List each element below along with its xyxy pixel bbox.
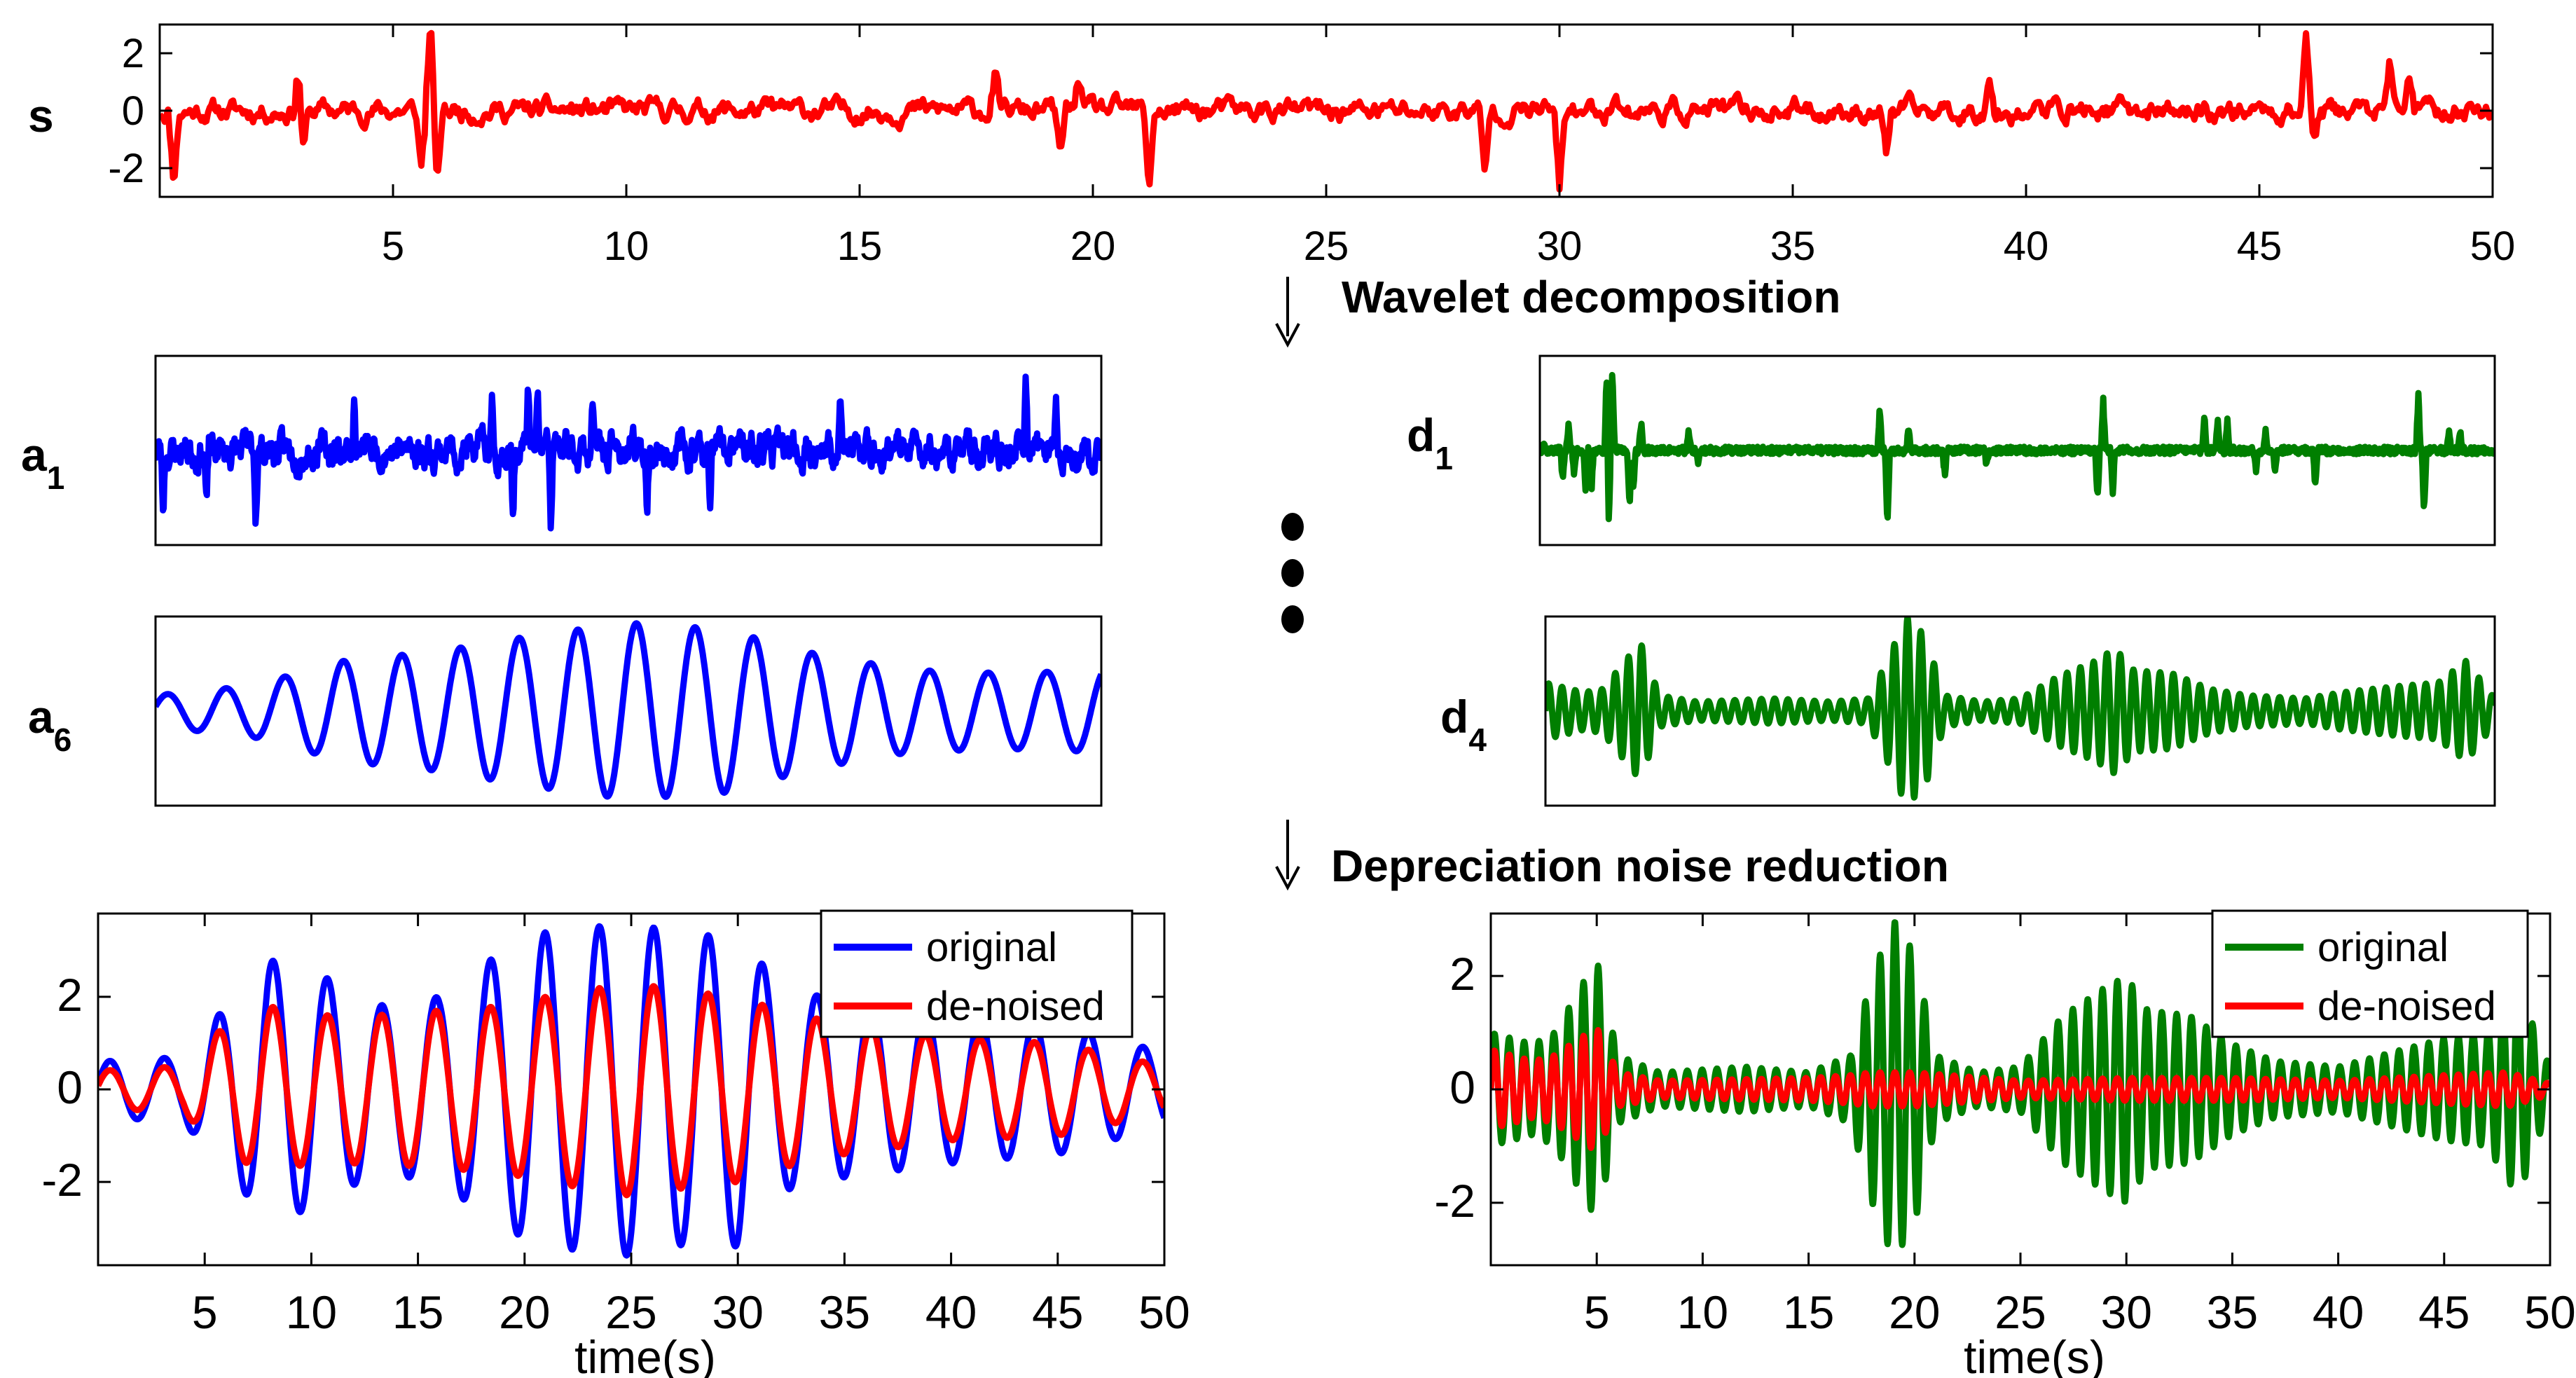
x-tick-label: 25 xyxy=(1304,223,1349,269)
legend-entry-label: original xyxy=(926,925,1057,970)
legend-box xyxy=(820,909,1134,1038)
noise-reduction-label: Depreciation noise reduction xyxy=(1331,841,1949,891)
x-axis-label: time(s) xyxy=(574,1331,716,1378)
legend-entry-label: original xyxy=(2317,925,2448,970)
ellipsis-dots xyxy=(1281,513,1304,633)
x-tick-label: 5 xyxy=(382,223,404,269)
series-line-a6-a6 xyxy=(156,620,1101,800)
y-tick-label: 0 xyxy=(1449,1061,1475,1113)
x-tick-label: 30 xyxy=(1537,223,1583,269)
x-tick-label: 10 xyxy=(286,1286,337,1338)
x-tick-label: 20 xyxy=(499,1286,550,1338)
x-tick-label: 45 xyxy=(2237,223,2282,269)
x-tick-label: 40 xyxy=(2313,1286,2364,1338)
arrow-head-icon xyxy=(1275,323,1300,348)
panel-label-s: s xyxy=(28,90,54,142)
x-tick-label: 25 xyxy=(605,1286,656,1338)
chart-a1: a1 xyxy=(21,354,1103,546)
x-tick-label: 40 xyxy=(2004,223,2049,269)
axes-box xyxy=(1544,615,2496,807)
x-tick-label: 35 xyxy=(1770,223,1816,269)
chart-d1: d1 xyxy=(1407,354,2496,546)
series-line-a1-a1 xyxy=(156,373,1101,532)
y-tick-label: 0 xyxy=(122,88,144,134)
series-line-d1-d1 xyxy=(1540,371,2495,523)
panel-label-a1: a1 xyxy=(21,429,64,496)
axes-box xyxy=(154,354,1103,546)
x-tick-label: 35 xyxy=(819,1286,870,1338)
axes-box xyxy=(154,615,1103,807)
chart-dn_low: 5 10 15 20 25 30 35 40 45 50 -2 0 2 time(s) original de… xyxy=(41,909,1190,1378)
y-tick-label: 2 xyxy=(1449,948,1475,1000)
y-tick-label: -2 xyxy=(108,146,144,191)
dot-icon xyxy=(1281,559,1304,587)
y-tick-label: 2 xyxy=(57,969,83,1021)
chart-s: 5 10 15 20 25 30 35 40 45 50 -2 0 2 s xyxy=(28,23,2516,269)
legend: original de-noised xyxy=(820,909,1134,1038)
series-line-s-s xyxy=(160,29,2493,193)
x-tick-label: 5 xyxy=(1584,1286,1610,1338)
wavelet-decomposition-annotation: Wavelet decomposition xyxy=(1275,272,1840,348)
dot-icon xyxy=(1281,605,1304,633)
series-line-dn_low-de-noised xyxy=(98,983,1164,1199)
y-tick-label: -2 xyxy=(41,1154,83,1206)
legend-box xyxy=(2211,909,2529,1038)
x-tick-label: 30 xyxy=(2100,1286,2151,1338)
chart-dn_high: 5 10 15 20 25 30 35 40 45 50 -2 0 2 time(s) original de… xyxy=(1434,909,2576,1378)
x-tick-label: 15 xyxy=(392,1286,443,1338)
x-tick-label: 45 xyxy=(2418,1286,2470,1338)
x-tick-label: 15 xyxy=(1783,1286,1834,1338)
arrow-head-icon xyxy=(1275,866,1300,891)
axes-box xyxy=(1538,354,2496,546)
legend-entry-label: de-noised xyxy=(2317,984,2496,1029)
x-tick-label: 10 xyxy=(604,223,649,269)
legend-entry-label: de-noised xyxy=(926,984,1105,1029)
x-axis-label: time(s) xyxy=(1964,1331,2105,1378)
series-line-dn_low-original xyxy=(98,923,1164,1259)
x-tick-label: 20 xyxy=(1889,1286,1940,1338)
x-tick-label: 15 xyxy=(837,223,883,269)
x-tick-label: 50 xyxy=(2524,1286,2575,1338)
x-tick-label: 35 xyxy=(2207,1286,2258,1338)
legend: original de-noised xyxy=(2211,909,2529,1038)
series-line-d4-d4 xyxy=(1545,616,2495,801)
x-tick-label: 45 xyxy=(1032,1286,1083,1338)
x-tick-label: 40 xyxy=(925,1286,977,1338)
x-tick-label: 50 xyxy=(2470,223,2516,269)
y-tick-label: 2 xyxy=(122,31,144,76)
y-tick-label: 0 xyxy=(57,1061,83,1113)
x-tick-label: 10 xyxy=(1677,1286,1728,1338)
y-tick-label: -2 xyxy=(1434,1175,1475,1227)
x-tick-label: 30 xyxy=(712,1286,763,1338)
series-line-dn_high-de-noised xyxy=(1491,1027,2550,1151)
x-tick-label: 25 xyxy=(1995,1286,2046,1338)
chart-a6: a6 xyxy=(28,615,1103,807)
panel-label-d4: d4 xyxy=(1440,691,1487,758)
dot-icon xyxy=(1281,513,1304,541)
x-tick-label: 20 xyxy=(1070,223,1116,269)
x-tick-label: 5 xyxy=(192,1286,218,1338)
panel-label-a6: a6 xyxy=(28,691,71,758)
x-tick-label: 50 xyxy=(1138,1286,1190,1338)
chart-d4: d4 xyxy=(1440,615,2496,807)
wavelet-decomposition-label: Wavelet decomposition xyxy=(1342,272,1840,322)
panel-label-d1: d1 xyxy=(1407,409,1453,476)
noise-reduction-annotation: Depreciation noise reduction xyxy=(1275,820,1949,891)
